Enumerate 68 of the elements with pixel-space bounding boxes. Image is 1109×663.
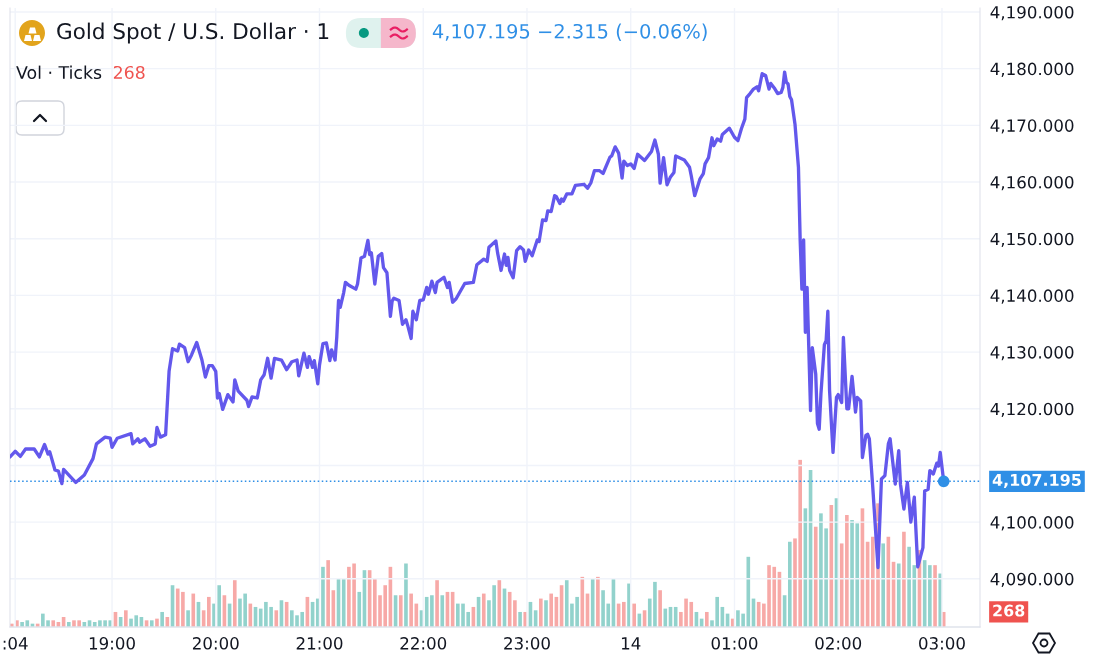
x-tick-label: 21:00: [296, 637, 343, 650]
bar: [398, 595, 403, 627]
x-tick-label: 01:00: [711, 637, 758, 650]
bar: [435, 580, 439, 627]
bar: [549, 593, 554, 627]
x-tick-label: 23:00: [504, 637, 550, 650]
bar: [274, 610, 279, 627]
bar: [518, 611, 522, 627]
y-tick-label: 4,140.000: [990, 289, 1074, 304]
y-tick-label: 4,160.000: [990, 175, 1074, 191]
bar: [481, 593, 486, 627]
bar: [186, 610, 190, 627]
bar: [217, 585, 222, 627]
bar: [787, 541, 792, 627]
y-tick-label: 4,150.000: [990, 232, 1074, 247]
y-tick-label: 4,090.000: [990, 572, 1074, 588]
text: 268: [993, 604, 1025, 617]
bar: [596, 576, 600, 627]
bar: [829, 505, 834, 627]
bar: [933, 565, 937, 627]
bar: [928, 565, 932, 627]
bar: [326, 560, 330, 627]
bar: [149, 620, 154, 627]
bar: [155, 618, 159, 627]
text: 4,107.195 −2.315 (−0.06%): [432, 23, 707, 41]
bar: [881, 543, 885, 627]
bar: [632, 603, 636, 627]
x-tick-label: 22:00: [400, 637, 447, 650]
bar: [232, 580, 237, 627]
y-tick-label: 4,190.000: [990, 5, 1074, 21]
text: 268: [113, 65, 145, 80]
y-tick-label: 4,180.000: [990, 62, 1074, 77]
x-tick-label: :04: [3, 637, 28, 650]
bar: [673, 606, 678, 627]
bar: [124, 610, 128, 627]
y-tick-label: 4,100.000: [990, 516, 1074, 531]
bar: [813, 526, 818, 627]
bar: [341, 578, 346, 627]
text: Gold Spot / U.S. Dollar · 1: [57, 22, 329, 44]
bar: [539, 598, 543, 627]
bar: [409, 593, 413, 627]
x-tick-label: 14: [621, 637, 641, 650]
x-tick-label: 02:00: [815, 637, 862, 650]
bar: [896, 563, 901, 627]
bar: [160, 611, 164, 627]
ref-line-label: 4,107.195: [992, 473, 1081, 489]
x-tick-label: 03:00: [919, 637, 965, 650]
y-tick-label: 4,130.000: [990, 346, 1074, 361]
bar: [440, 595, 445, 627]
bar: [590, 578, 595, 627]
bar: [622, 601, 626, 627]
x-tick-label: 20:00: [192, 637, 239, 650]
bar: [357, 591, 362, 627]
bar: [404, 563, 408, 627]
bar: [191, 593, 196, 627]
bar: [207, 596, 211, 627]
bar: [544, 600, 548, 627]
bar: [321, 566, 325, 627]
x-tick-label: 19:00: [89, 637, 135, 650]
chart-title: Vol · Ticks: [16, 65, 102, 80]
bar: [663, 608, 668, 627]
y-tick-label: 4,170.000: [990, 119, 1074, 134]
bar: [658, 590, 662, 627]
bar: [902, 531, 906, 627]
bar: [51, 620, 56, 627]
bar: [845, 515, 849, 627]
bar: [704, 611, 709, 627]
y-tick-label: 4,120.000: [990, 402, 1074, 418]
